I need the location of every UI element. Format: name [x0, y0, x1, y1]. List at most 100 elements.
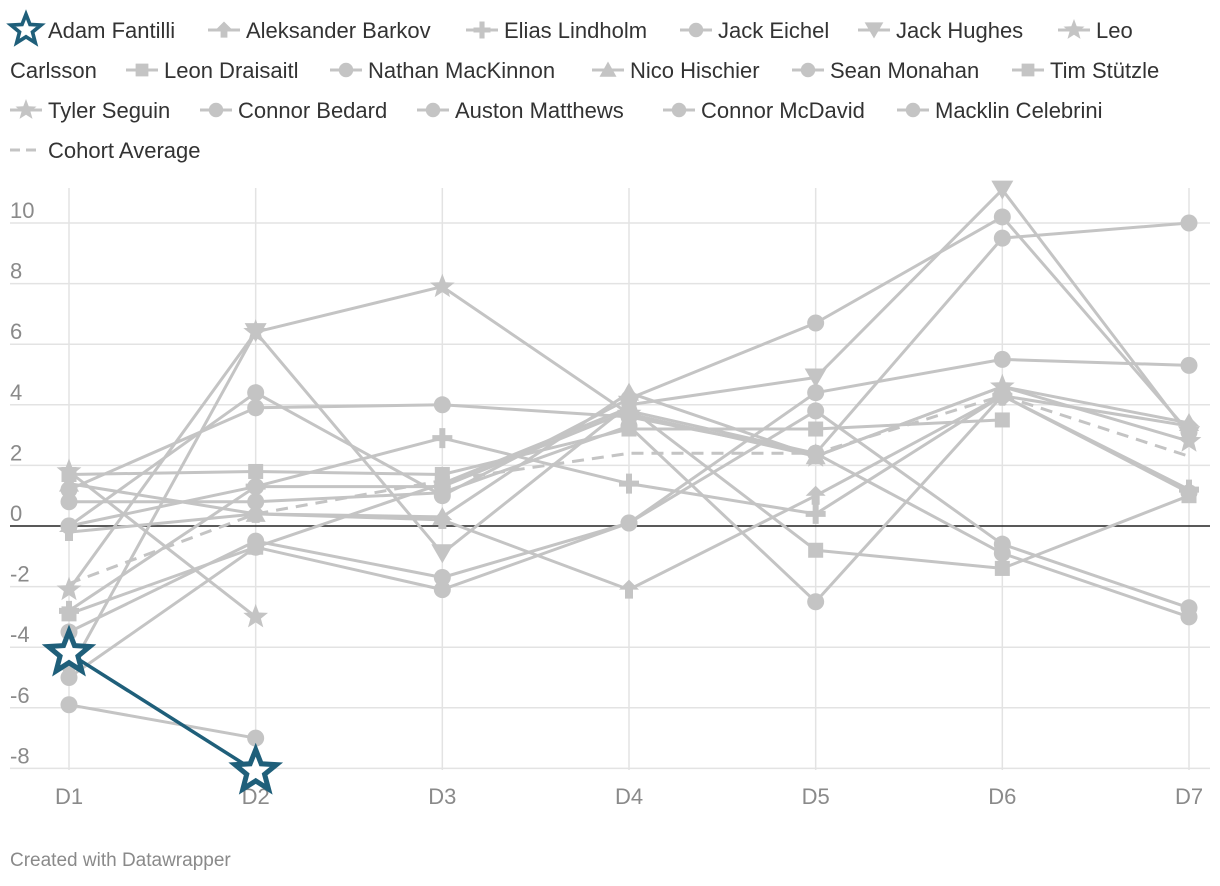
- data-point-triangle: [245, 503, 266, 522]
- data-point-circle: [620, 390, 638, 408]
- data-point-triangle-down: [804, 368, 827, 388]
- data-point-circle: [1180, 356, 1198, 374]
- y-tick-label: 2: [10, 440, 22, 465]
- data-point-square: [808, 421, 824, 437]
- data-point-circle: [993, 229, 1011, 247]
- y-tick-label: -6: [10, 683, 30, 708]
- data-point-circle: [807, 314, 825, 332]
- legend-label: Auston Matthews: [455, 98, 624, 123]
- legend-label: Aleksander Barkov: [246, 18, 431, 43]
- legend-marker-star-outline-icon: [6, 9, 46, 47]
- data-point-circle: [807, 402, 825, 420]
- legend-marker-triangle-icon: [599, 61, 617, 77]
- data-point-circle: [993, 208, 1011, 226]
- data-point-circle: [60, 696, 78, 714]
- legend-label-continued: Carlsson: [10, 58, 97, 83]
- y-tick-label: 8: [10, 259, 22, 284]
- legend-marker-circle-icon: [688, 22, 704, 38]
- data-point-square: [248, 463, 264, 479]
- data-point-triangle-down: [991, 180, 1014, 200]
- y-tick-label: -4: [10, 622, 30, 647]
- data-point-star-outline: [228, 742, 284, 795]
- series-leo-carlsson: [56, 458, 268, 628]
- data-point-plus: [619, 473, 639, 494]
- legend-item-connor-bedard[interactable]: Connor Bedard: [200, 98, 387, 123]
- legend-item-cohort-average[interactable]: Cohort Average: [10, 138, 200, 163]
- data-point-star: [243, 603, 268, 628]
- legend-marker-triangle-down-icon: [864, 22, 884, 39]
- data-point-circle: [620, 514, 638, 532]
- legend-item-connor-mcdavid[interactable]: Connor McDavid: [663, 98, 865, 123]
- legend-label: Macklin Celebrini: [935, 98, 1103, 123]
- legend-label: Nathan MacKinnon: [368, 58, 555, 83]
- legend-marker-square-icon: [135, 63, 149, 77]
- legend-item-macklin-celebrini[interactable]: Macklin Celebrini: [897, 98, 1103, 123]
- data-point-circle: [60, 493, 78, 511]
- legend-marker-circle-icon: [800, 62, 816, 78]
- data-point-star: [56, 576, 82, 601]
- x-tick-label: D3: [428, 784, 456, 809]
- legend-item-leo-carlsson[interactable]: Leo Carlsson: [10, 18, 1133, 83]
- legend-label: Nico Hischier: [630, 58, 760, 83]
- legend-label: Leo: [1096, 18, 1133, 43]
- legend-marker-square-icon: [1021, 63, 1035, 77]
- data-point-circle: [807, 384, 825, 402]
- x-tick-label: D5: [802, 784, 830, 809]
- legend-item-aleksander-barkov[interactable]: Aleksander Barkov: [208, 18, 431, 43]
- data-point-circle: [60, 669, 78, 686]
- data-point-triangle: [432, 506, 453, 525]
- legend-item-adam-fantilli[interactable]: Adam Fantilli: [6, 9, 175, 47]
- data-point-circle: [247, 493, 265, 511]
- series-adam-fantilli: [41, 624, 284, 795]
- data-point-circle: [247, 478, 265, 496]
- data-point-square: [808, 542, 824, 558]
- legend-item-auston-matthews[interactable]: Auston Matthews: [417, 98, 624, 123]
- data-point-square: [61, 606, 77, 622]
- legend-marker-circle-icon: [208, 102, 224, 118]
- data-point-square: [248, 539, 264, 555]
- legend-item-nathan-mackinnon[interactable]: Nathan MacKinnon: [330, 58, 555, 83]
- legend-marker-star-icon: [15, 99, 37, 119]
- data-point-arrow: [805, 485, 826, 505]
- legend-label: Tyler Seguin: [48, 98, 170, 123]
- legend-item-jack-hughes[interactable]: Jack Hughes: [858, 18, 1023, 43]
- legend-label: Elias Lindholm: [504, 18, 647, 43]
- footer-credit: Created with Datawrapper: [10, 850, 231, 871]
- y-axis: -8 -6 -4 -2 0 2 4 6 8 10: [10, 198, 34, 768]
- data-point-circle: [60, 481, 78, 499]
- legend-item-tyler-seguin[interactable]: Tyler Seguin: [10, 98, 170, 123]
- legend-item-nico-hischier[interactable]: Nico Hischier: [592, 58, 760, 83]
- data-point-circle: [620, 408, 638, 426]
- legend-label: Sean Monahan: [830, 58, 979, 83]
- data-point-square: [621, 421, 637, 437]
- y-tick-label: 4: [10, 380, 22, 405]
- data-point-star: [430, 273, 455, 298]
- legend-label: Leon Draisaitl: [164, 58, 299, 83]
- data-point-circle: [247, 399, 265, 417]
- legend-label: Adam Fantilli: [48, 18, 175, 43]
- plot-area: [41, 180, 1202, 795]
- series-line: [68, 470, 257, 619]
- legend-marker-circle-icon: [425, 102, 441, 118]
- y-tick-label: -2: [10, 562, 30, 587]
- x-tick-label: D6: [988, 784, 1016, 809]
- legend-item-leon-draisaitl[interactable]: Leon Draisaitl: [126, 58, 299, 83]
- data-point-circle: [993, 350, 1011, 368]
- legend-item-elias-lindholm[interactable]: Elias Lindholm: [466, 18, 647, 43]
- legend-label: Cohort Average: [48, 138, 200, 163]
- y-tick-label: 0: [10, 501, 22, 526]
- data-point-circle: [993, 544, 1011, 562]
- legend-item-sean-monahan[interactable]: Sean Monahan: [792, 58, 979, 83]
- data-point-square: [1181, 488, 1197, 504]
- y-tick-label: 10: [10, 198, 34, 223]
- legend-label: Connor Bedard: [238, 98, 387, 123]
- legend-label: Jack Eichel: [718, 18, 829, 43]
- legend-label: Connor McDavid: [701, 98, 865, 123]
- legend-item-jack-eichel[interactable]: Jack Eichel: [680, 18, 829, 43]
- x-tick-label: D4: [615, 784, 643, 809]
- legend-item-tim-stutzle[interactable]: Tim Stützle: [1012, 58, 1159, 83]
- data-point-circle: [1180, 214, 1198, 232]
- data-point-circle: [60, 517, 78, 535]
- series-line: [68, 703, 256, 740]
